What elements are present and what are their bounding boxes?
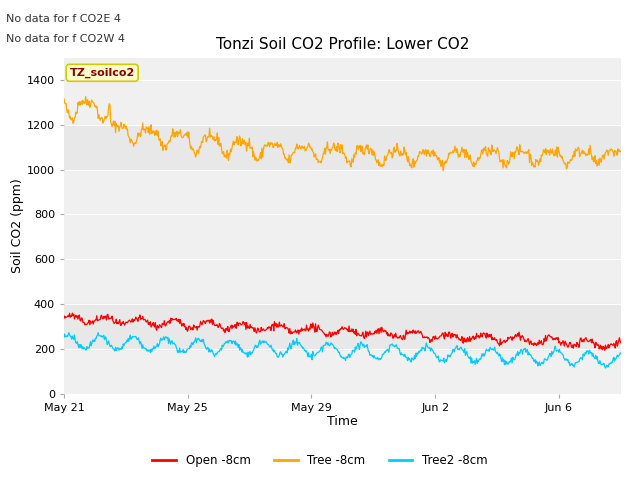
Title: Tonzi Soil CO2 Profile: Lower CO2: Tonzi Soil CO2 Profile: Lower CO2 xyxy=(216,37,469,52)
Text: TZ_soilco2: TZ_soilco2 xyxy=(70,68,135,78)
X-axis label: Time: Time xyxy=(327,415,358,429)
Legend: Open -8cm, Tree -8cm, Tree2 -8cm: Open -8cm, Tree -8cm, Tree2 -8cm xyxy=(148,449,492,472)
Bar xyxy=(64,125,621,169)
Y-axis label: Soil CO2 (ppm): Soil CO2 (ppm) xyxy=(11,178,24,273)
Text: No data for f CO2E 4: No data for f CO2E 4 xyxy=(6,14,122,24)
Bar xyxy=(64,304,621,349)
Text: No data for f CO2W 4: No data for f CO2W 4 xyxy=(6,34,125,44)
